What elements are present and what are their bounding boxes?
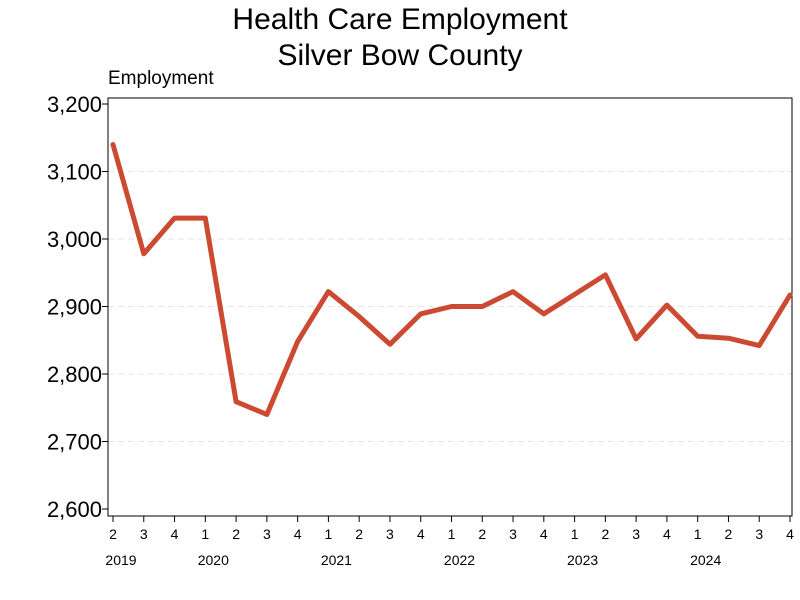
x-tick-label: 1 (694, 526, 702, 542)
x-year-label: 2024 (690, 552, 721, 568)
x-tick-label: 3 (509, 526, 517, 542)
x-year-label: 2023 (567, 552, 598, 568)
x-tick-label: 1 (571, 526, 579, 542)
chart-title: Health Care Employment (232, 3, 568, 36)
x-tick-label: 3 (755, 526, 763, 542)
y-tick-label: 2,600 (47, 497, 102, 522)
x-tick-label: 2 (725, 526, 733, 542)
x-tick-label: 3 (140, 526, 148, 542)
x-tick-label: 2 (109, 526, 117, 542)
x-tick-label: 2 (601, 526, 609, 542)
x-axis-ticks: 2 3 4 1 2 3 4 1 2 3 4 1 2 3 4 1 2 3 4 1 2 3 4 2019 2020 2021 2022 2… (105, 516, 794, 568)
x-year-label: 2022 (444, 552, 475, 568)
x-year-label: 2020 (198, 552, 229, 568)
chart-subtitle: Silver Bow County (277, 39, 523, 72)
y-tick-label: 2,700 (47, 430, 102, 455)
series-line (110, 142, 793, 417)
y-axis-ticks: 2,600 2,700 2,800 2,900 3,000 3,100 3,200 (47, 92, 108, 522)
x-tick-label: 1 (448, 526, 456, 542)
x-tick-label: 4 (171, 526, 179, 542)
x-year-label: 2021 (321, 552, 352, 568)
x-year-label: 2019 (105, 552, 136, 568)
y-tick-label: 3,000 (47, 227, 102, 252)
x-tick-label: 1 (201, 526, 209, 542)
x-tick-label: 2 (355, 526, 363, 542)
x-tick-label: 4 (294, 526, 302, 542)
x-tick-label: 3 (632, 526, 640, 542)
x-tick-label: 3 (386, 526, 394, 542)
y-tick-label: 2,800 (47, 362, 102, 387)
series-layer (110, 142, 793, 417)
x-tick-label: 4 (663, 526, 671, 542)
y-tick-label: 2,900 (47, 295, 102, 320)
y-tick-label: 3,200 (47, 92, 102, 117)
x-tick-label: 2 (478, 526, 486, 542)
x-tick-label: 2 (232, 526, 240, 542)
x-tick-label: 3 (263, 526, 271, 542)
y-axis-label: Employment (108, 68, 214, 89)
x-tick-label: 4 (540, 526, 548, 542)
y-tick-label: 3,100 (47, 160, 102, 185)
x-tick-label: 1 (325, 526, 333, 542)
x-tick-label: 4 (417, 526, 425, 542)
x-tick-label: 4 (786, 526, 794, 542)
